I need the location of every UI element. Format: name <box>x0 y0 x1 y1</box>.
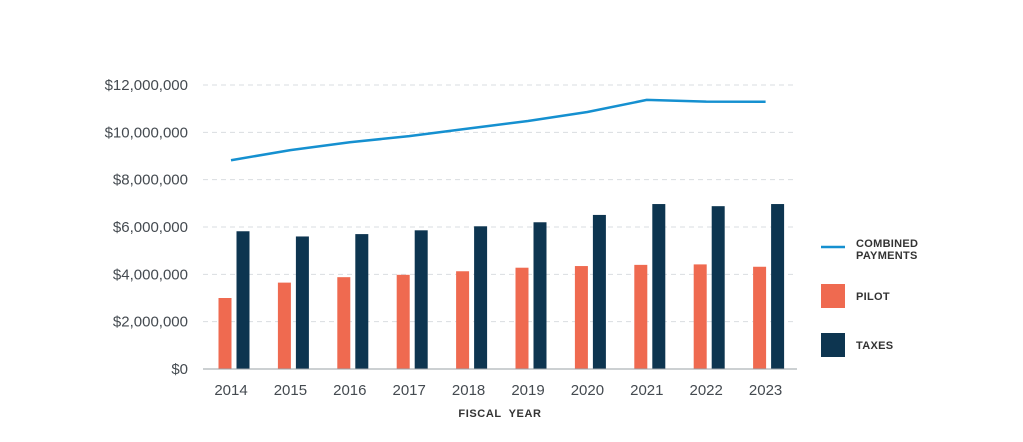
x-axis-label: FISCAL YEAR <box>458 408 541 420</box>
legend-label-combined-2: PAYMENTS <box>856 250 918 262</box>
y-tick-label: $6,000,000 <box>113 219 188 236</box>
bar-pilot-2016 <box>337 277 351 369</box>
bar-taxes-2018 <box>474 226 488 369</box>
x-axis-ticks: 2014 2015 2016 2017 2018 2019 2020 2021 2022 2023 <box>214 382 782 399</box>
legend: COMBINED PAYMENTS PILOT TAXES <box>821 238 918 357</box>
x-tick-label: 2014 <box>214 382 247 399</box>
bars <box>218 204 785 369</box>
bar-pilot-2018 <box>456 271 470 369</box>
x-tick-label: 2017 <box>393 382 426 399</box>
legend-label-pilot: PILOT <box>856 291 890 303</box>
bar-taxes-2016 <box>355 234 369 369</box>
bar-taxes-2015 <box>295 236 309 369</box>
x-tick-label: 2018 <box>452 382 485 399</box>
bar-taxes-2020 <box>592 214 606 369</box>
bar-taxes-2019 <box>533 222 547 369</box>
x-tick-label: 2021 <box>630 382 663 399</box>
bar-taxes-2014 <box>236 231 250 369</box>
bar-taxes-2022 <box>711 206 725 369</box>
bar-pilot-2019 <box>515 267 529 369</box>
y-tick-label: $2,000,000 <box>113 314 188 331</box>
legend-swatch-taxes <box>821 333 845 357</box>
y-tick-label: $12,000,000 <box>105 77 188 94</box>
y-axis-ticks: $0 $2,000,000 $4,000,000 $6,000,000 $8,000,0… <box>105 77 188 378</box>
x-tick-label: 2023 <box>749 382 782 399</box>
bar-pilot-2020 <box>574 266 588 369</box>
x-tick-label: 2022 <box>690 382 723 399</box>
combined-line-layer <box>230 98 766 162</box>
bar-pilot-2014 <box>218 298 232 369</box>
y-tick-label: $0 <box>171 361 188 378</box>
bar-pilot-2022 <box>693 264 707 369</box>
legend-swatch-pilot <box>821 284 845 308</box>
bar-pilot-2023 <box>753 266 767 369</box>
x-tick-label: 2016 <box>333 382 366 399</box>
bar-pilot-2015 <box>277 282 291 369</box>
bar-pilot-2017 <box>396 274 410 369</box>
x-tick-label: 2019 <box>511 382 544 399</box>
bar-taxes-2017 <box>414 230 428 369</box>
legend-label-combined-1: COMBINED <box>856 238 918 250</box>
gridlines <box>203 84 797 323</box>
bar-taxes-2021 <box>652 204 666 369</box>
bar-taxes-2023 <box>771 204 785 369</box>
y-tick-label: $10,000,000 <box>105 124 188 141</box>
legend-label-taxes: TAXES <box>856 340 893 352</box>
x-tick-label: 2020 <box>571 382 604 399</box>
bar-pilot-2021 <box>634 264 648 369</box>
line-combined-payments <box>230 98 766 162</box>
y-tick-label: $4,000,000 <box>113 266 188 283</box>
y-tick-label: $8,000,000 <box>113 172 188 189</box>
x-tick-label: 2015 <box>274 382 307 399</box>
